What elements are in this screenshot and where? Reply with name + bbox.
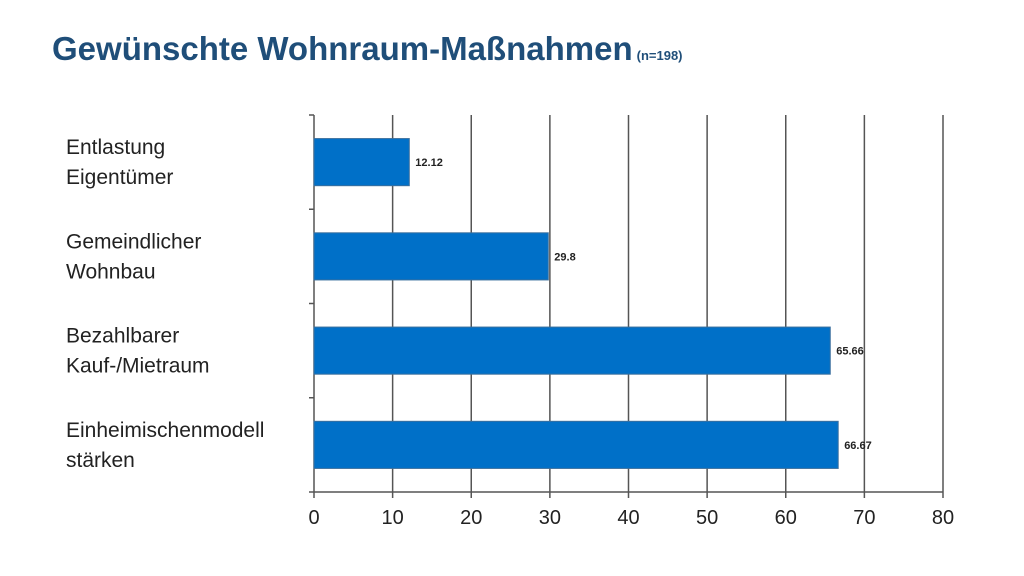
x-tick-label: 70 <box>853 507 875 529</box>
chart-subtitle: (n=198) <box>636 48 683 63</box>
x-tick-label: 10 <box>382 507 404 529</box>
bar <box>313 420 839 469</box>
bar <box>313 232 549 281</box>
category-label: Entlastung <box>66 136 165 159</box>
x-tick-label: 30 <box>539 507 561 529</box>
bar <box>313 326 831 375</box>
data-label: 66.67 <box>844 440 872 452</box>
category-label: Gemeindlicher <box>66 230 201 253</box>
x-tick-label: 80 <box>932 507 954 529</box>
x-tick-label: 0 <box>308 507 319 529</box>
category-label: Einheimischenmodell <box>66 419 264 442</box>
data-label: 12.12 <box>415 157 443 169</box>
category-label: stärken <box>66 449 135 472</box>
x-tick-label: 50 <box>696 507 718 529</box>
category-label: Eigentümer <box>66 166 173 189</box>
category-label: Kauf-/Mietraum <box>66 355 210 378</box>
x-tick-label: 20 <box>460 507 482 529</box>
category-label: Bezahlbarer <box>66 325 179 348</box>
title-text: Gewünschte Wohnraum-Maßnahmen <box>52 30 633 67</box>
category-label: Wohnbau <box>66 260 156 283</box>
data-label: 65.66 <box>836 346 864 358</box>
x-tick-label: 40 <box>617 507 639 529</box>
x-tick-label: 60 <box>775 507 797 529</box>
data-label: 29.8 <box>554 251 575 263</box>
chart-title: Gewünschte Wohnraum-Maßnahmen (n=198) <box>52 30 683 68</box>
bar <box>313 138 410 187</box>
